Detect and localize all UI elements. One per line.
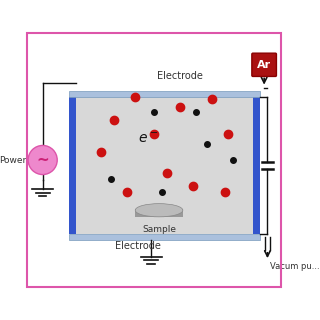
Text: Ar: Ar — [257, 60, 271, 70]
Text: Sample: Sample — [142, 225, 176, 234]
Text: ~: ~ — [36, 153, 49, 167]
Text: Electrode: Electrode — [115, 241, 161, 251]
FancyBboxPatch shape — [252, 53, 276, 76]
Bar — [253, 97, 260, 234]
Bar — [76, 97, 253, 234]
Bar — [69, 97, 76, 234]
Bar — [69, 91, 260, 97]
Text: Vacum pu...: Vacum pu... — [270, 262, 320, 271]
Text: Electrode: Electrode — [157, 71, 203, 82]
Circle shape — [28, 146, 57, 174]
Text: $e^-$: $e^-$ — [138, 132, 158, 146]
Text: Power: Power — [0, 156, 27, 164]
Bar — [69, 234, 260, 240]
Bar — [135, 209, 183, 217]
Ellipse shape — [135, 204, 183, 217]
